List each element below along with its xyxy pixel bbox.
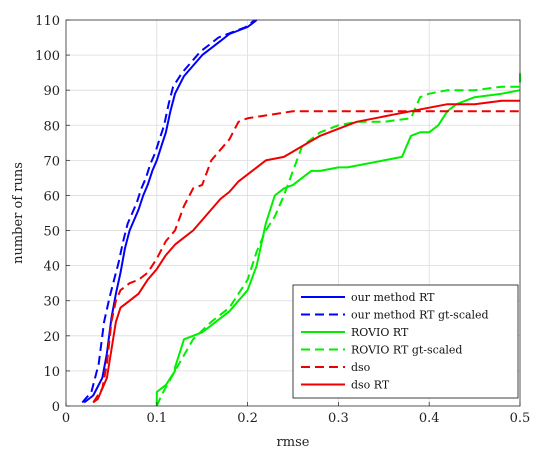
y-axis-label: number of runs — [11, 162, 26, 264]
series-line-dso — [92, 110, 520, 404]
x-axis-label: rmse — [277, 435, 310, 450]
legend-label-rovio-rt: ROVIO RT — [351, 326, 409, 339]
x-tick-label: 0.3 — [328, 411, 349, 426]
y-tick-label: 10 — [43, 365, 60, 380]
series-line-dso-rt — [92, 99, 520, 404]
y-tick-label: 70 — [43, 154, 60, 169]
y-tick-label: 20 — [43, 330, 60, 345]
plot-frame — [65, 19, 521, 407]
legend-label-rovio-rt-gt-scaled: ROVIO RT gt-scaled — [351, 344, 462, 357]
legend-label-our-method-rt-gt-scaled: our method RT gt-scaled — [351, 309, 489, 322]
y-axis-ticks: 0 10 20 30 40 50 60 70 80 90 100 110 — [35, 14, 70, 415]
y-tick-label: 40 — [43, 260, 60, 275]
x-axis-ticks: 0 0.1 0.2 0.3 0.4 0.5 — [62, 402, 530, 426]
series-lines — [81, 19, 521, 407]
y-tick-label: 100 — [35, 49, 60, 64]
x-tick-label: 0.4 — [419, 411, 440, 426]
y-tick-label: 60 — [43, 189, 60, 204]
legend: our method RT our method RT gt-scaled ROVI… — [292, 284, 519, 399]
legend-label-dso-rt: dso RT — [351, 379, 390, 392]
y-tick-label: 80 — [43, 119, 60, 134]
y-tick-label: 50 — [43, 225, 60, 240]
x-tick-label: 0 — [62, 411, 70, 426]
legend-box — [292, 284, 519, 399]
x-tick-label: 0.2 — [237, 411, 258, 426]
y-tick-label: 30 — [43, 295, 60, 310]
legend-label-dso: dso — [351, 361, 371, 374]
y-tick-label: 90 — [43, 84, 60, 99]
series-line-rovio-rt-gt-scaled — [155, 72, 521, 407]
x-tick-label: 0.5 — [510, 411, 531, 426]
series-line-our-method-rt-gt-scaled — [81, 19, 256, 404]
y-tick-label: 0 — [52, 400, 60, 415]
legend-label-our-method-rt: our method RT — [351, 291, 435, 304]
y-tick-label: 110 — [35, 14, 60, 29]
x-tick-label: 0.1 — [146, 411, 167, 426]
series-line-our-method-rt — [83, 19, 258, 404]
series-line-rovio-rt — [155, 89, 521, 406]
